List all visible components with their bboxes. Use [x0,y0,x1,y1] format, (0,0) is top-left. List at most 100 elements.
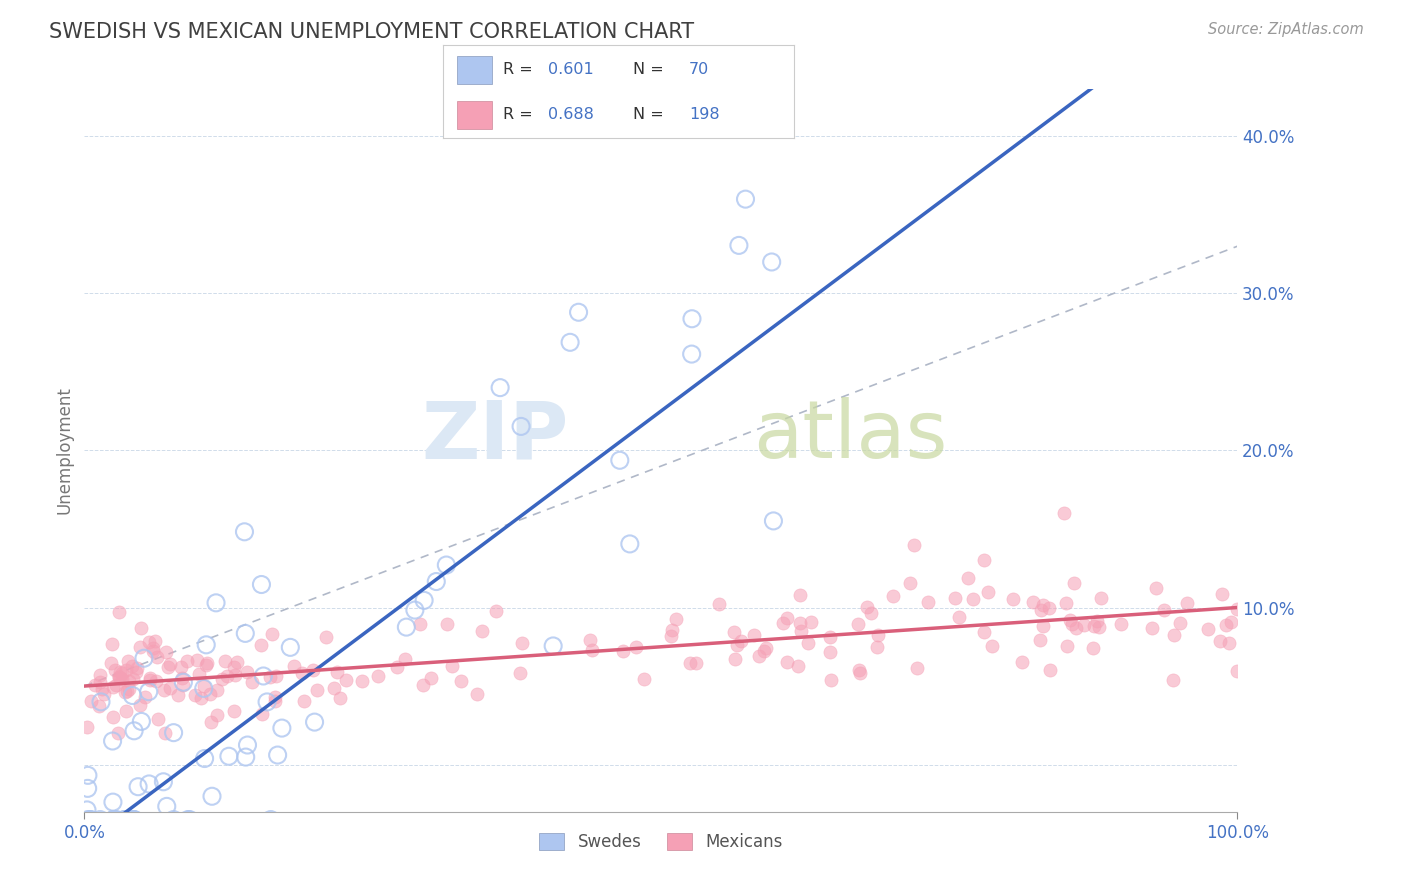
Swedes [90,695,112,709]
Mexicans [820,630,842,644]
Mexicans [184,688,207,702]
Mexicans [1083,619,1105,633]
Mexicans [624,640,647,655]
Mexicans [748,649,770,664]
Mexicans [848,663,870,677]
Mexicans [846,616,869,631]
Mexicans [205,682,228,697]
Swedes [172,675,194,690]
Mexicans [188,666,211,681]
Swedes [101,734,124,748]
Mexicans [948,610,970,624]
Text: 70: 70 [689,62,709,78]
Mexicans [167,689,190,703]
Swedes [122,813,145,827]
Mexicans [409,617,432,632]
Mexicans [956,571,979,585]
Mexicans [725,639,748,653]
Mexicans [193,679,215,693]
Swedes [413,593,436,607]
Swedes [80,813,103,827]
Mexicans [143,633,166,648]
Mexicans [222,660,245,674]
Mexicans [114,704,136,718]
Mexicans [1163,673,1185,687]
Mexicans [1226,665,1249,679]
Mexicans [723,625,745,640]
Swedes [568,305,591,319]
Mexicans [579,633,602,648]
Mexicans [117,654,139,668]
Mexicans [335,673,357,688]
Mexicans [195,657,218,671]
Mexicans [1032,599,1054,613]
Swedes [194,751,217,765]
Mexicans [170,671,193,685]
Swedes [76,781,98,796]
Mexicans [1029,632,1052,647]
Swedes [138,684,160,698]
Swedes [101,795,124,809]
Mexicans [200,687,222,701]
Mexicans [159,657,181,672]
Mexicans [240,675,263,690]
Swedes [233,626,256,640]
Swedes [489,381,512,395]
Mexicans [882,589,904,603]
Mexicans [89,674,111,689]
Mexicans [742,628,765,642]
Mexicans [1211,587,1233,601]
Swedes [103,813,125,827]
FancyBboxPatch shape [457,101,492,129]
Swedes [761,255,783,269]
Mexicans [352,673,374,688]
Swedes [609,453,631,467]
Mexicans [1002,592,1025,607]
Mexicans [943,591,966,605]
Mexicans [224,668,246,682]
Swedes [205,596,228,610]
Mexicans [329,690,352,705]
Mexicans [977,585,1000,599]
Mexicans [76,720,98,734]
Swedes [193,681,215,696]
Mexicans [441,658,464,673]
Mexicans [292,694,315,708]
Mexicans [510,636,533,650]
Swedes [76,803,98,817]
Mexicans [236,665,259,679]
Mexicans [153,682,176,697]
Mexicans [142,640,165,655]
Swedes [124,813,146,827]
Mexicans [394,652,416,666]
Mexicans [1140,621,1163,635]
Mexicans [1085,614,1108,628]
Swedes [541,639,564,653]
Swedes [162,725,184,739]
Swedes [619,537,641,551]
Mexicans [111,665,134,680]
Mexicans [146,712,169,726]
Mexicans [818,645,841,659]
Mexicans [121,659,143,673]
Swedes [270,721,292,735]
Mexicans [485,604,508,618]
Swedes [218,749,240,764]
Mexicans [1197,622,1219,636]
Text: N =: N = [633,107,669,122]
Text: R =: R = [503,62,537,78]
Swedes [179,813,201,827]
Mexicans [790,624,813,639]
Mexicans [260,627,283,641]
Mexicans [156,660,179,674]
Text: 0.688: 0.688 [548,107,595,122]
Swedes [681,347,703,361]
Mexicans [159,681,181,695]
Mexicans [266,669,288,683]
Mexicans [962,591,984,606]
Mexicans [128,698,150,713]
Swedes [235,750,257,764]
Mexicans [155,645,177,659]
Mexicans [114,685,136,699]
Swedes [278,640,301,655]
